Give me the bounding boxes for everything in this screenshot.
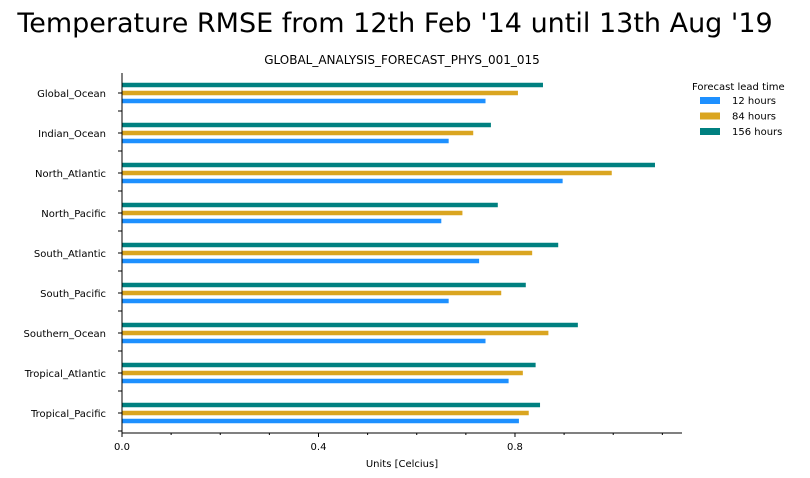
bar-southern-ocean-12-hours (122, 338, 486, 344)
y-tick-label: Indian_Ocean (38, 129, 106, 140)
bar-south-pacific-84-hours (122, 290, 502, 296)
bar-north-atlantic-156-hours (122, 162, 655, 168)
chart-subtitle: GLOBAL_ANALYSIS_FORECAST_PHYS_001_015 (264, 53, 540, 67)
bar-tropical-pacific-84-hours (122, 410, 529, 416)
bar-indian-ocean-84-hours (122, 130, 474, 136)
bar-global-ocean-12-hours (122, 98, 486, 104)
bar-tropical-atlantic-156-hours (122, 362, 536, 368)
y-tick-label: North_Pacific (41, 209, 106, 220)
x-tick-label: 0.4 (311, 442, 327, 453)
bar-north-pacific-84-hours (122, 210, 463, 216)
bar-south-atlantic-12-hours (122, 258, 480, 264)
x-tick-label: 0.0 (114, 442, 130, 453)
legend-title: Forecast lead time (692, 82, 785, 93)
y-tick-label: North_Atlantic (35, 169, 106, 180)
y-tick-label: Tropical_Pacific (30, 409, 106, 420)
bar-south-atlantic-84-hours (122, 250, 533, 256)
bar-tropical-pacific-156-hours (122, 402, 541, 408)
x-ticks-group: 0.0 0.4 0.8 (114, 433, 663, 453)
bar-north-pacific-156-hours (122, 202, 498, 208)
bar-global-ocean-156-hours (122, 82, 543, 88)
bar-north-atlantic-84-hours (122, 170, 612, 176)
legend-label: 12 hours (732, 96, 776, 107)
y-ticks-group: Global_Ocean Indian_Ocean North_Atlantic No… (24, 89, 122, 432)
x-tick-label: 0.8 (507, 442, 523, 453)
chart-title: Temperature RMSE from 12th Feb '14 until… (16, 8, 772, 39)
bar-tropical-atlantic-84-hours (122, 370, 523, 376)
bar-indian-ocean-12-hours (122, 138, 449, 144)
y-tick-label: Global_Ocean (37, 89, 106, 100)
bars-group (122, 82, 655, 424)
bar-southern-ocean-156-hours (122, 322, 578, 328)
x-axis-label: Units [Celcius] (366, 459, 438, 470)
bar-indian-ocean-156-hours (122, 122, 491, 128)
bar-south-pacific-156-hours (122, 282, 526, 288)
y-tick-label: South_Atlantic (34, 249, 106, 260)
bar-tropical-atlantic-12-hours (122, 378, 509, 384)
bar-north-pacific-12-hours (122, 218, 442, 224)
bar-global-ocean-84-hours (122, 90, 518, 96)
bar-south-atlantic-156-hours (122, 242, 559, 248)
legend-label: 84 hours (732, 112, 776, 123)
y-tick-label: Tropical_Atlantic (24, 369, 106, 380)
y-tick-label: Southern_Ocean (24, 329, 106, 340)
bar-southern-ocean-84-hours (122, 330, 549, 336)
legend-label: 156 hours (732, 127, 782, 138)
legend-swatch-12-hours (700, 97, 720, 104)
legend-swatch-156-hours (700, 128, 720, 135)
legend: Forecast lead time 12 hours 84 hours 156 h… (692, 82, 785, 138)
bar-tropical-pacific-12-hours (122, 418, 519, 424)
bar-south-pacific-12-hours (122, 298, 449, 304)
y-tick-label: South_Pacific (40, 289, 106, 300)
legend-swatch-84-hours (700, 112, 720, 120)
bar-north-atlantic-12-hours (122, 178, 563, 184)
